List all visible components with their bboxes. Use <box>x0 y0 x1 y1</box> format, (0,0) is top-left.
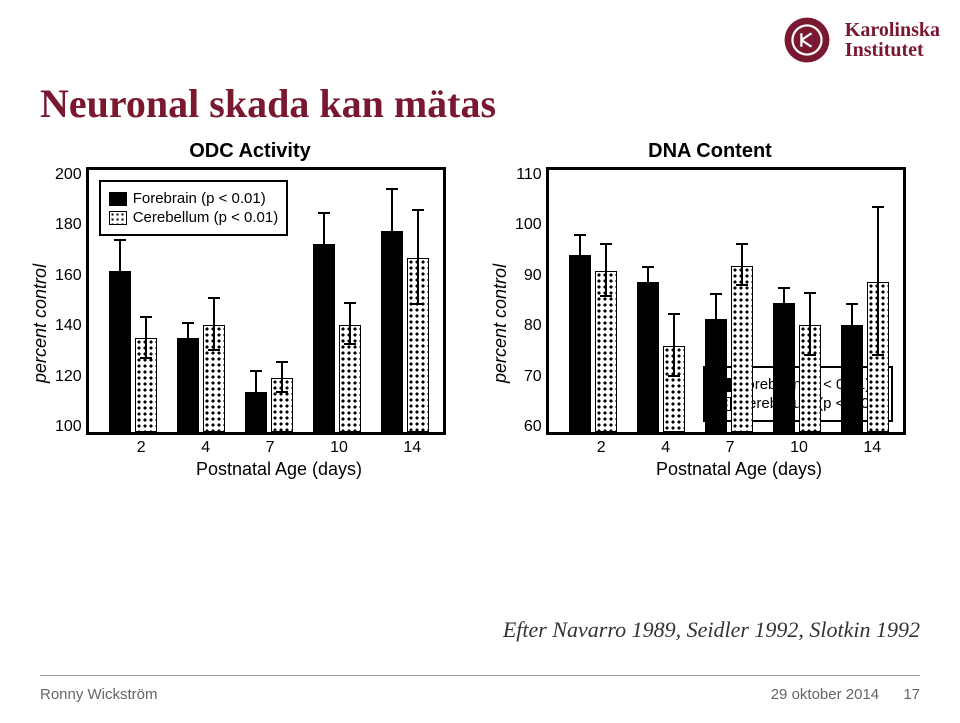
chart-dna: DNA Content percent control 110 100 90 80 70… <box>490 140 930 480</box>
chart-dna-xlabel: Postnatal Age (days) <box>559 459 919 480</box>
legend-swatch-forebrain <box>109 192 127 206</box>
error-bar <box>741 243 743 286</box>
error-bar <box>145 316 147 359</box>
footer: Ronny Wickström 29 oktober 2014 17 <box>40 675 920 703</box>
ytick: 200 <box>55 167 82 183</box>
bar-forebrain <box>705 319 727 432</box>
error-bar <box>715 293 717 347</box>
error-bar <box>647 266 649 298</box>
error-bar <box>119 239 121 303</box>
bar-cerebellum <box>595 271 617 432</box>
chart-odc-title: ODC Activity <box>30 140 470 163</box>
chart-odc-ylabel: percent control <box>30 167 51 480</box>
legend-label-cerebellum: Cerebellum (p < 0.01) <box>133 209 279 226</box>
error-bar <box>281 361 283 393</box>
bar-cerebellum <box>271 378 293 432</box>
chart-dna-ylabel: percent control <box>490 167 511 480</box>
charts-row: ODC Activity percent control 200 180 160 14… <box>30 140 930 480</box>
error-bar <box>851 303 853 346</box>
xtick: 10 <box>790 439 808 457</box>
chart-odc-plot: Forebrain (p < 0.01) Cerebellum (p < 0.0… <box>86 167 446 435</box>
ytick: 110 <box>516 167 542 183</box>
legend-label-forebrain: Forebrain (p < 0.01) <box>133 190 266 207</box>
ki-seal-icon <box>779 12 835 68</box>
xtick: 4 <box>661 439 670 457</box>
bar-cerebellum <box>339 325 361 432</box>
bar-cerebellum <box>663 346 685 432</box>
ytick: 80 <box>524 318 542 334</box>
footer-date: 29 oktober 2014 <box>771 686 879 703</box>
xtick: 7 <box>266 439 275 457</box>
bar-forebrain <box>313 244 335 432</box>
bar-cerebellum <box>203 325 225 432</box>
ytick: 70 <box>524 369 542 385</box>
error-bar <box>323 212 325 276</box>
xtick: 2 <box>597 439 606 457</box>
chart-dna-xaxis: 2 4 7 10 14 <box>559 439 919 457</box>
legend-swatch-cerebellum <box>109 211 127 225</box>
xtick: 14 <box>863 439 881 457</box>
bar-forebrain <box>109 271 131 432</box>
bar-cerebellum <box>799 325 821 432</box>
ytick: 90 <box>524 268 542 284</box>
bar-forebrain <box>245 392 267 432</box>
bar-forebrain <box>637 282 659 432</box>
chart-odc-xlabel: Postnatal Age (days) <box>99 459 459 480</box>
error-bar <box>783 287 785 319</box>
bar-cerebellum <box>731 266 753 432</box>
xtick: 7 <box>726 439 735 457</box>
ytick: 100 <box>515 217 542 233</box>
error-bar <box>255 370 257 413</box>
chart-dna-title: DNA Content <box>490 140 930 163</box>
xtick: 10 <box>330 439 348 457</box>
chart-odc-legend: Forebrain (p < 0.01) Cerebellum (p < 0.0… <box>99 180 289 236</box>
bar-forebrain <box>381 231 403 432</box>
error-bar <box>809 292 811 356</box>
error-bar <box>417 209 419 305</box>
ytick: 160 <box>55 268 82 284</box>
bar-forebrain <box>773 303 795 432</box>
bar-cerebellum <box>867 282 889 432</box>
bar-cerebellum <box>407 258 429 432</box>
error-bar <box>213 297 215 351</box>
xtick: 14 <box>403 439 421 457</box>
chart-dna-yaxis: 110 100 90 80 70 60 <box>515 167 546 435</box>
chart-odc-xaxis: 2 4 7 10 14 <box>99 439 459 457</box>
chart-odc: ODC Activity percent control 200 180 160 14… <box>30 140 470 480</box>
bar-forebrain <box>569 255 591 432</box>
bar-forebrain <box>841 325 863 432</box>
error-bar <box>349 302 351 345</box>
ytick: 140 <box>55 318 82 334</box>
footer-author: Ronny Wickström <box>40 686 158 703</box>
xtick: 4 <box>201 439 210 457</box>
bar-cerebellum <box>135 338 157 432</box>
error-bar <box>877 206 879 356</box>
footer-page: 17 <box>903 686 920 703</box>
brand-line1: Karolinska <box>845 20 940 40</box>
slide-title: Neuronal skada kan mätas <box>40 80 496 127</box>
error-bar <box>391 188 393 274</box>
ytick: 180 <box>55 217 82 233</box>
brand-header: Karolinska Institutet <box>779 12 940 68</box>
xtick: 2 <box>137 439 146 457</box>
error-bar <box>673 313 675 377</box>
error-bar <box>187 322 189 354</box>
error-bar <box>579 234 581 277</box>
chart-odc-yaxis: 200 180 160 140 120 100 <box>55 167 86 435</box>
ytick: 60 <box>524 419 542 435</box>
chart-dna-plot: Forebrain (p < 0.01) Cerebellum (p < 0.0… <box>546 167 906 435</box>
brand-line2: Institutet <box>845 40 940 60</box>
bar-forebrain <box>177 338 199 432</box>
ytick: 120 <box>55 369 82 385</box>
ytick: 100 <box>55 419 82 435</box>
error-bar <box>605 243 607 297</box>
citation-text: Efter Navarro 1989, Seidler 1992, Slotki… <box>503 617 920 643</box>
